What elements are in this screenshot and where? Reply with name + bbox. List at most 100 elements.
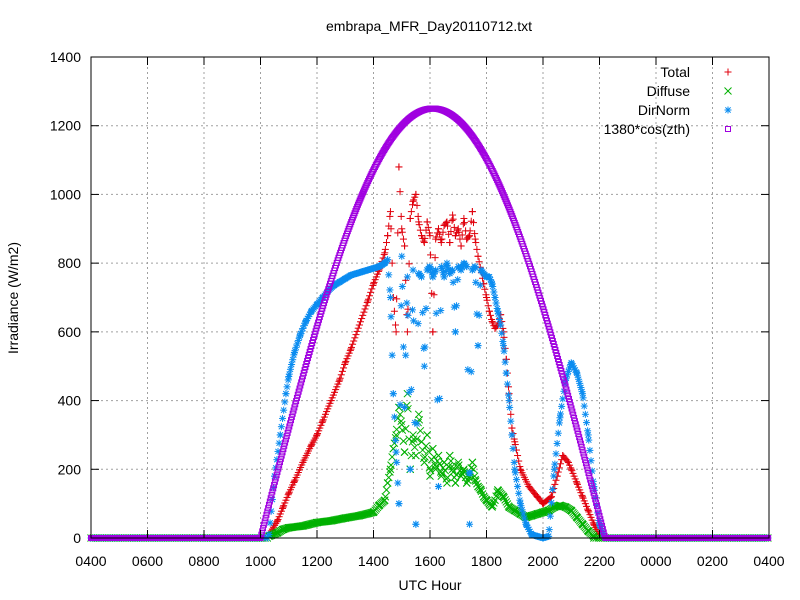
- data-point: [367, 288, 375, 296]
- data-point: [497, 184, 504, 191]
- data-point: [495, 315, 503, 323]
- data-point: [392, 436, 400, 444]
- data-point: [297, 382, 304, 389]
- y-tick-label: 1200: [50, 118, 81, 134]
- y-tick-label: 1400: [50, 49, 81, 65]
- x-tick-label: 1000: [245, 553, 276, 569]
- data-point: [291, 404, 298, 411]
- data-point: [382, 486, 391, 494]
- data-point: [458, 469, 467, 478]
- data-point: [412, 190, 420, 198]
- data-point: [436, 395, 444, 403]
- data-point: [363, 181, 370, 188]
- data-point: [489, 283, 497, 291]
- data-point: [293, 394, 300, 401]
- legend-label: Diffuse: [647, 83, 691, 99]
- data-point: [471, 477, 480, 485]
- data-point: [576, 379, 584, 387]
- y-axis-label: Irradiance (W/m2): [5, 242, 21, 354]
- data-point: [293, 398, 300, 405]
- data-point: [388, 351, 396, 359]
- data-point: [304, 357, 311, 364]
- data-point: [454, 225, 462, 233]
- data-point: [263, 511, 270, 518]
- data-point: [427, 251, 435, 259]
- data-point: [416, 426, 425, 435]
- data-point: [489, 499, 498, 507]
- data-point: [360, 189, 367, 196]
- data-point: [585, 436, 593, 444]
- data-point: [579, 447, 586, 454]
- x-tick-label: 1800: [471, 553, 502, 569]
- data-point: [430, 453, 438, 461]
- data-point: [387, 313, 395, 321]
- data-point: [507, 417, 515, 425]
- data-point: [589, 486, 596, 493]
- data-point: [398, 228, 406, 236]
- data-point: [403, 273, 411, 281]
- data-point: [430, 291, 438, 299]
- data-point: [499, 337, 507, 345]
- data-point: [476, 281, 484, 289]
- data-point: [276, 459, 283, 466]
- data-point: [482, 291, 490, 299]
- data-point: [488, 315, 496, 323]
- data-point: [381, 245, 389, 253]
- data-point: [426, 466, 435, 475]
- data-point: [431, 254, 439, 262]
- data-point: [505, 391, 513, 399]
- data-point: [401, 242, 409, 250]
- data-point: [555, 358, 562, 365]
- data-point: [593, 499, 600, 506]
- data-point: [569, 408, 576, 415]
- x-tick-label: 1600: [414, 553, 445, 569]
- data-point: [454, 276, 462, 284]
- data-point: [582, 456, 589, 463]
- data-point: [486, 311, 494, 319]
- data-point: [516, 463, 524, 471]
- data-point: [559, 395, 567, 403]
- data-point: [265, 501, 272, 508]
- data-point: [448, 465, 457, 474]
- x-tick-label: 0400: [753, 553, 784, 569]
- data-point: [511, 469, 519, 477]
- data-point: [313, 431, 321, 439]
- data-point: [282, 439, 289, 446]
- data-point: [413, 420, 421, 428]
- data-point: [279, 449, 286, 456]
- data-point: [279, 414, 287, 422]
- data-point: [393, 295, 401, 303]
- data-point: [477, 487, 486, 496]
- data-point: [550, 472, 558, 480]
- data-point: [510, 458, 518, 466]
- data-point: [298, 379, 305, 386]
- data-point: [393, 458, 401, 466]
- legend-marker: [724, 87, 732, 95]
- data-point: [282, 436, 289, 443]
- data-point: [401, 424, 410, 433]
- y-tick-label: 400: [58, 393, 82, 409]
- data-point: [557, 365, 564, 372]
- data-point: [359, 311, 367, 319]
- data-point: [381, 249, 389, 257]
- data-point: [434, 482, 442, 490]
- data-point: [390, 307, 398, 315]
- data-point: [286, 365, 294, 373]
- data-point: [386, 468, 394, 476]
- data-point: [502, 369, 510, 377]
- data-point: [476, 485, 485, 494]
- data-point: [442, 219, 450, 227]
- data-point: [428, 444, 437, 453]
- data-point: [475, 311, 483, 319]
- data-point: [272, 475, 279, 482]
- data-point: [285, 489, 293, 497]
- data-point: [369, 281, 377, 289]
- data-point: [544, 532, 552, 540]
- data-point: [498, 186, 505, 193]
- series-plus: [87, 163, 772, 542]
- data-point: [456, 235, 464, 243]
- data-point: [364, 179, 371, 186]
- x-tick-label: 1200: [301, 553, 332, 569]
- data-point: [466, 520, 474, 528]
- data-point: [386, 286, 394, 294]
